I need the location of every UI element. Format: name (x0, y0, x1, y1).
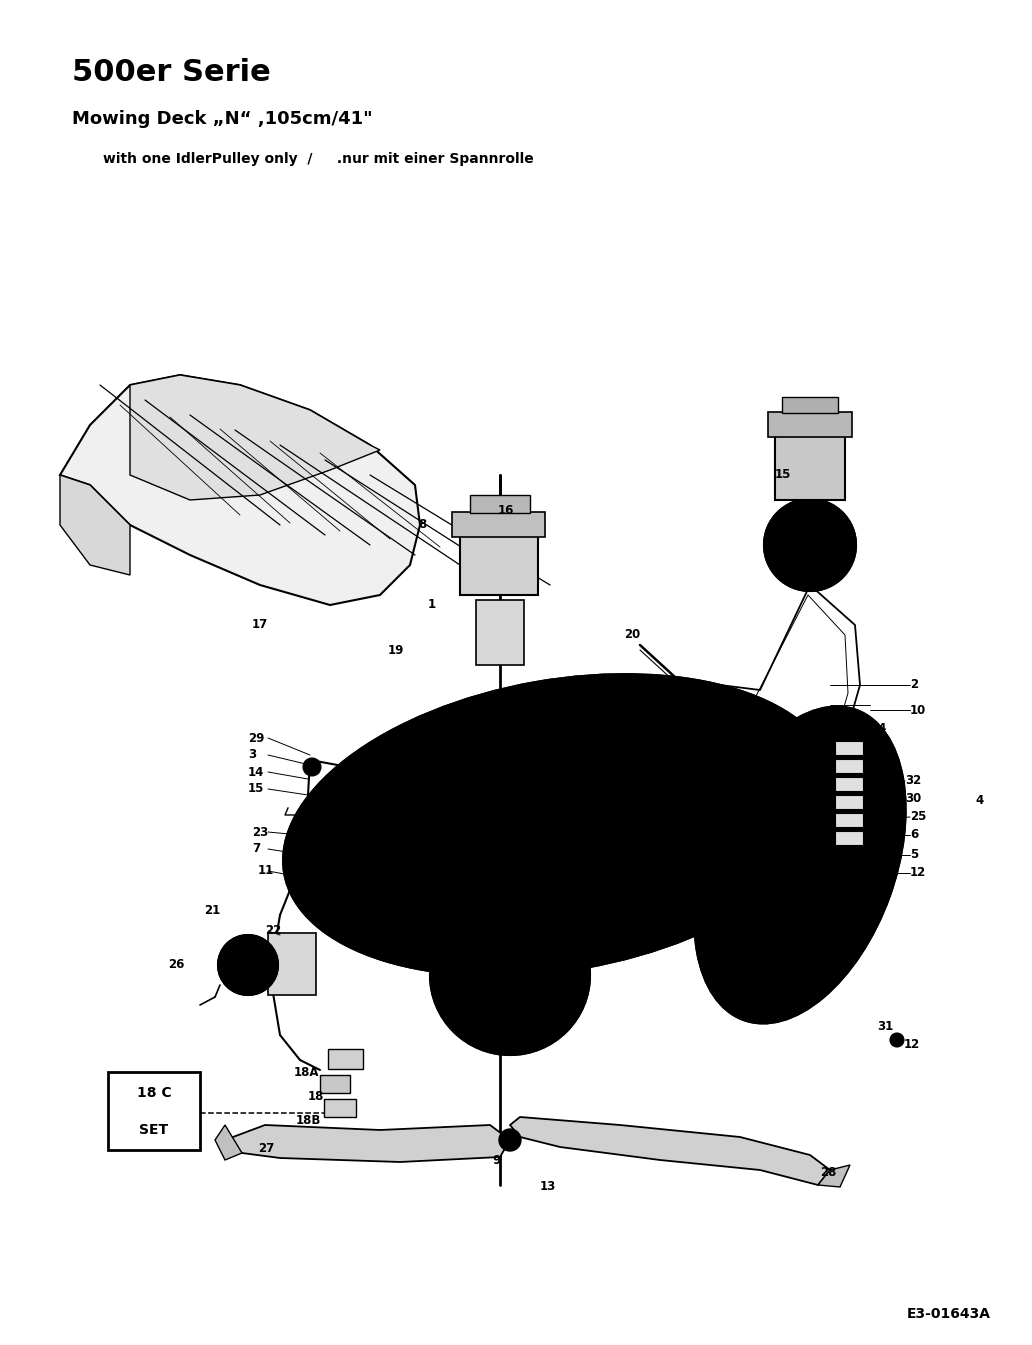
FancyBboxPatch shape (320, 1075, 350, 1093)
Text: 30: 30 (905, 792, 922, 806)
FancyBboxPatch shape (835, 812, 863, 827)
Text: 16: 16 (498, 503, 514, 516)
FancyBboxPatch shape (268, 933, 316, 995)
Text: 25: 25 (910, 811, 927, 823)
FancyBboxPatch shape (775, 434, 845, 500)
Text: 26: 26 (168, 959, 185, 971)
Text: 500er Serie: 500er Serie (72, 58, 271, 87)
Text: 19: 19 (388, 643, 405, 656)
FancyBboxPatch shape (476, 600, 524, 664)
Circle shape (485, 950, 535, 999)
Text: 15: 15 (775, 468, 792, 482)
FancyBboxPatch shape (768, 412, 852, 437)
Text: 2: 2 (910, 678, 918, 691)
Text: 11: 11 (258, 865, 275, 877)
Circle shape (430, 894, 590, 1054)
Circle shape (499, 1128, 521, 1151)
FancyBboxPatch shape (835, 759, 863, 773)
Polygon shape (60, 475, 130, 576)
FancyBboxPatch shape (835, 831, 863, 845)
Text: 5: 5 (910, 849, 918, 862)
Circle shape (499, 964, 520, 985)
Text: 1: 1 (428, 599, 437, 612)
Text: 20: 20 (624, 628, 640, 642)
Circle shape (757, 794, 802, 837)
Text: 10: 10 (910, 703, 927, 717)
Circle shape (485, 730, 515, 760)
Polygon shape (130, 375, 380, 500)
Polygon shape (510, 1116, 830, 1185)
Circle shape (890, 1033, 904, 1046)
FancyBboxPatch shape (782, 397, 838, 413)
Text: 14: 14 (248, 765, 264, 779)
Text: 9: 9 (492, 1154, 501, 1166)
Text: 23: 23 (252, 826, 268, 838)
Circle shape (240, 958, 256, 972)
FancyBboxPatch shape (835, 795, 863, 808)
FancyBboxPatch shape (470, 495, 530, 512)
FancyBboxPatch shape (108, 1072, 200, 1150)
FancyBboxPatch shape (328, 1049, 363, 1069)
Circle shape (505, 1135, 515, 1145)
Polygon shape (215, 1124, 241, 1159)
Text: 7: 7 (252, 842, 260, 855)
Text: E3-01643A: E3-01643A (907, 1307, 991, 1321)
Text: with one IdlerPulley only  /     .nur mit einer Spannrolle: with one IdlerPulley only / .nur mit ein… (103, 152, 534, 165)
Text: 13: 13 (540, 1181, 556, 1193)
Text: 27: 27 (258, 1142, 275, 1155)
Circle shape (494, 738, 506, 751)
Circle shape (303, 759, 321, 776)
Circle shape (770, 806, 791, 824)
Text: 12: 12 (910, 866, 927, 880)
Circle shape (796, 531, 824, 560)
Circle shape (764, 499, 856, 590)
Ellipse shape (283, 674, 837, 976)
Text: 15: 15 (248, 783, 264, 795)
Text: 22: 22 (265, 924, 282, 937)
Text: Mowing Deck „N“ ,105cm/41": Mowing Deck „N“ ,105cm/41" (72, 110, 373, 128)
FancyBboxPatch shape (835, 741, 863, 755)
Text: 12: 12 (904, 1038, 921, 1052)
FancyBboxPatch shape (324, 1099, 356, 1116)
Text: SET: SET (139, 1123, 168, 1138)
Text: 31: 31 (877, 1021, 894, 1033)
Circle shape (218, 935, 278, 995)
Text: 21: 21 (204, 904, 220, 917)
Text: 18A: 18A (294, 1067, 320, 1080)
Ellipse shape (695, 706, 906, 1024)
FancyBboxPatch shape (835, 777, 863, 791)
Text: 18B: 18B (296, 1115, 321, 1127)
Text: 6: 6 (910, 829, 918, 842)
Circle shape (452, 697, 548, 794)
Polygon shape (818, 1165, 850, 1188)
Text: 3: 3 (248, 749, 256, 761)
Text: 18: 18 (308, 1091, 324, 1103)
FancyBboxPatch shape (452, 512, 545, 537)
Text: 32: 32 (905, 775, 922, 788)
Text: 4: 4 (975, 794, 983, 807)
Text: 24: 24 (870, 721, 886, 734)
Text: 17: 17 (252, 619, 268, 632)
FancyBboxPatch shape (460, 535, 538, 594)
Text: 18 C: 18 C (136, 1085, 171, 1100)
Text: 29: 29 (248, 732, 264, 745)
Text: 8: 8 (418, 519, 426, 531)
Polygon shape (225, 1124, 510, 1162)
Text: 28: 28 (820, 1166, 836, 1180)
Polygon shape (60, 375, 420, 605)
Circle shape (710, 745, 850, 885)
